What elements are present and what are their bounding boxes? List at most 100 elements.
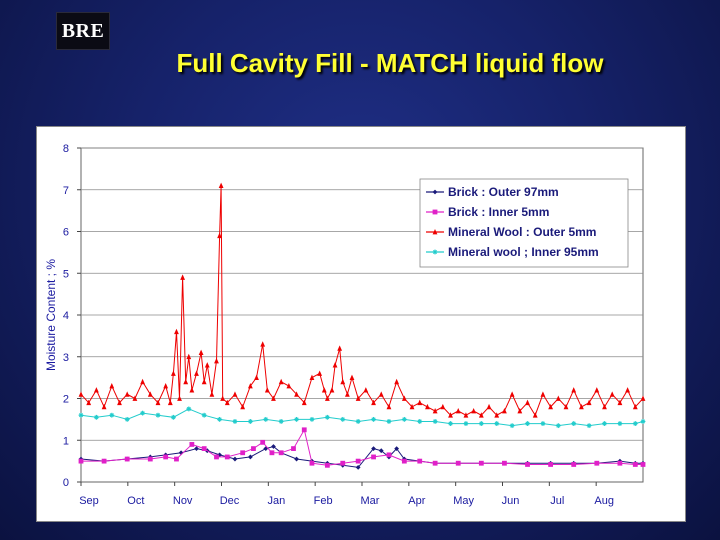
data-point [548,403,554,410]
data-point [93,387,99,393]
data-point [247,454,253,460]
data-point [124,391,130,397]
data-point [286,382,292,389]
data-point [294,416,299,422]
data-point [378,391,384,397]
data-point [640,419,646,424]
data-point [101,458,107,464]
data-point [240,403,246,410]
data-point [394,446,400,451]
data-point [617,460,623,466]
series-2 [78,182,646,418]
legend-label: Brick : Inner 5mm [448,205,549,219]
star-stroke [140,411,145,416]
star-stroke [263,417,268,422]
star-stroke [294,417,299,422]
star-stroke [448,421,453,426]
data-point [640,395,646,401]
star-stroke [602,421,607,426]
legend-swatch-marker [432,249,438,255]
series-1 [78,427,646,468]
data-point [571,387,577,393]
data-point [224,454,230,460]
legend-swatch-marker [432,189,438,195]
data-point [183,378,189,385]
data-point [170,414,176,420]
data-point [509,423,515,429]
data-point [617,399,623,406]
legend-swatch-marker [432,229,438,235]
data-point [294,456,299,462]
data-point [609,391,615,397]
data-point [432,460,438,466]
data-point [309,416,315,422]
star-stroke [279,419,284,424]
data-point [340,460,346,466]
star-stroke [171,415,176,420]
bre-logo: BRE [56,12,110,50]
data-point [291,446,296,451]
data-point [525,462,530,467]
data-point [417,399,423,406]
data-point [478,421,484,426]
data-point [140,378,145,385]
legend-box [419,178,629,268]
y-tick-label: 2 [63,394,69,406]
data-point [471,408,477,414]
data-point [247,382,253,389]
data-point [260,341,266,347]
data-point [455,408,461,414]
data-point [571,462,577,467]
data-point [540,391,546,397]
legend-entry-2: Mineral Wool : Outer 5mm [426,225,596,239]
data-point [217,452,222,458]
data-point [278,450,284,456]
data-point [198,349,204,355]
data-point [124,456,130,462]
data-point [167,399,173,406]
data-point [371,446,376,451]
legend-label: Brick : Outer 97mm [448,185,559,199]
data-point [371,399,376,406]
data-point [571,421,577,426]
data-point [594,460,600,466]
data-point [201,412,207,418]
legend-swatch-marker [432,209,438,215]
data-point [632,462,638,467]
data-point [329,387,335,393]
data-point [525,421,530,426]
chart-axes: 0 1 2 3 4 5 6 7 8 Sep Oct Nov Dec Jan Feb Mar Apr May Jun J… [44,143,614,507]
data-point [251,446,256,451]
data-point [355,419,361,424]
data-point [440,403,446,410]
data-point [124,416,130,422]
data-point [155,399,161,406]
data-point [201,446,207,451]
star-stroke [248,419,253,424]
star-stroke [109,413,114,418]
data-point [117,399,122,406]
data-point [417,458,423,464]
data-point [494,412,500,418]
x-tick-label: Jan [267,495,285,507]
data-point [548,462,554,467]
star-stroke [617,421,622,426]
data-point [540,421,546,426]
data-point [309,460,315,466]
chart-legend: Brick : Outer 97mm Brick : Inner 5mm Miner… [419,178,629,268]
data-point [425,403,430,410]
star-stroke [78,413,84,418]
data-point [155,412,161,418]
x-tick-label: Aug [594,495,614,507]
legend-entry-1: Brick : Inner 5mm [426,205,549,219]
data-point [174,328,179,335]
data-point [355,464,361,470]
data-point [478,460,484,466]
data-point [321,387,327,393]
star-stroke [356,419,361,424]
data-point [401,395,407,401]
y-tick-label: 7 [63,185,69,197]
y-axis-label: Moisture Content ; % [44,259,58,371]
star-stroke [155,413,161,418]
series-line [80,445,643,468]
